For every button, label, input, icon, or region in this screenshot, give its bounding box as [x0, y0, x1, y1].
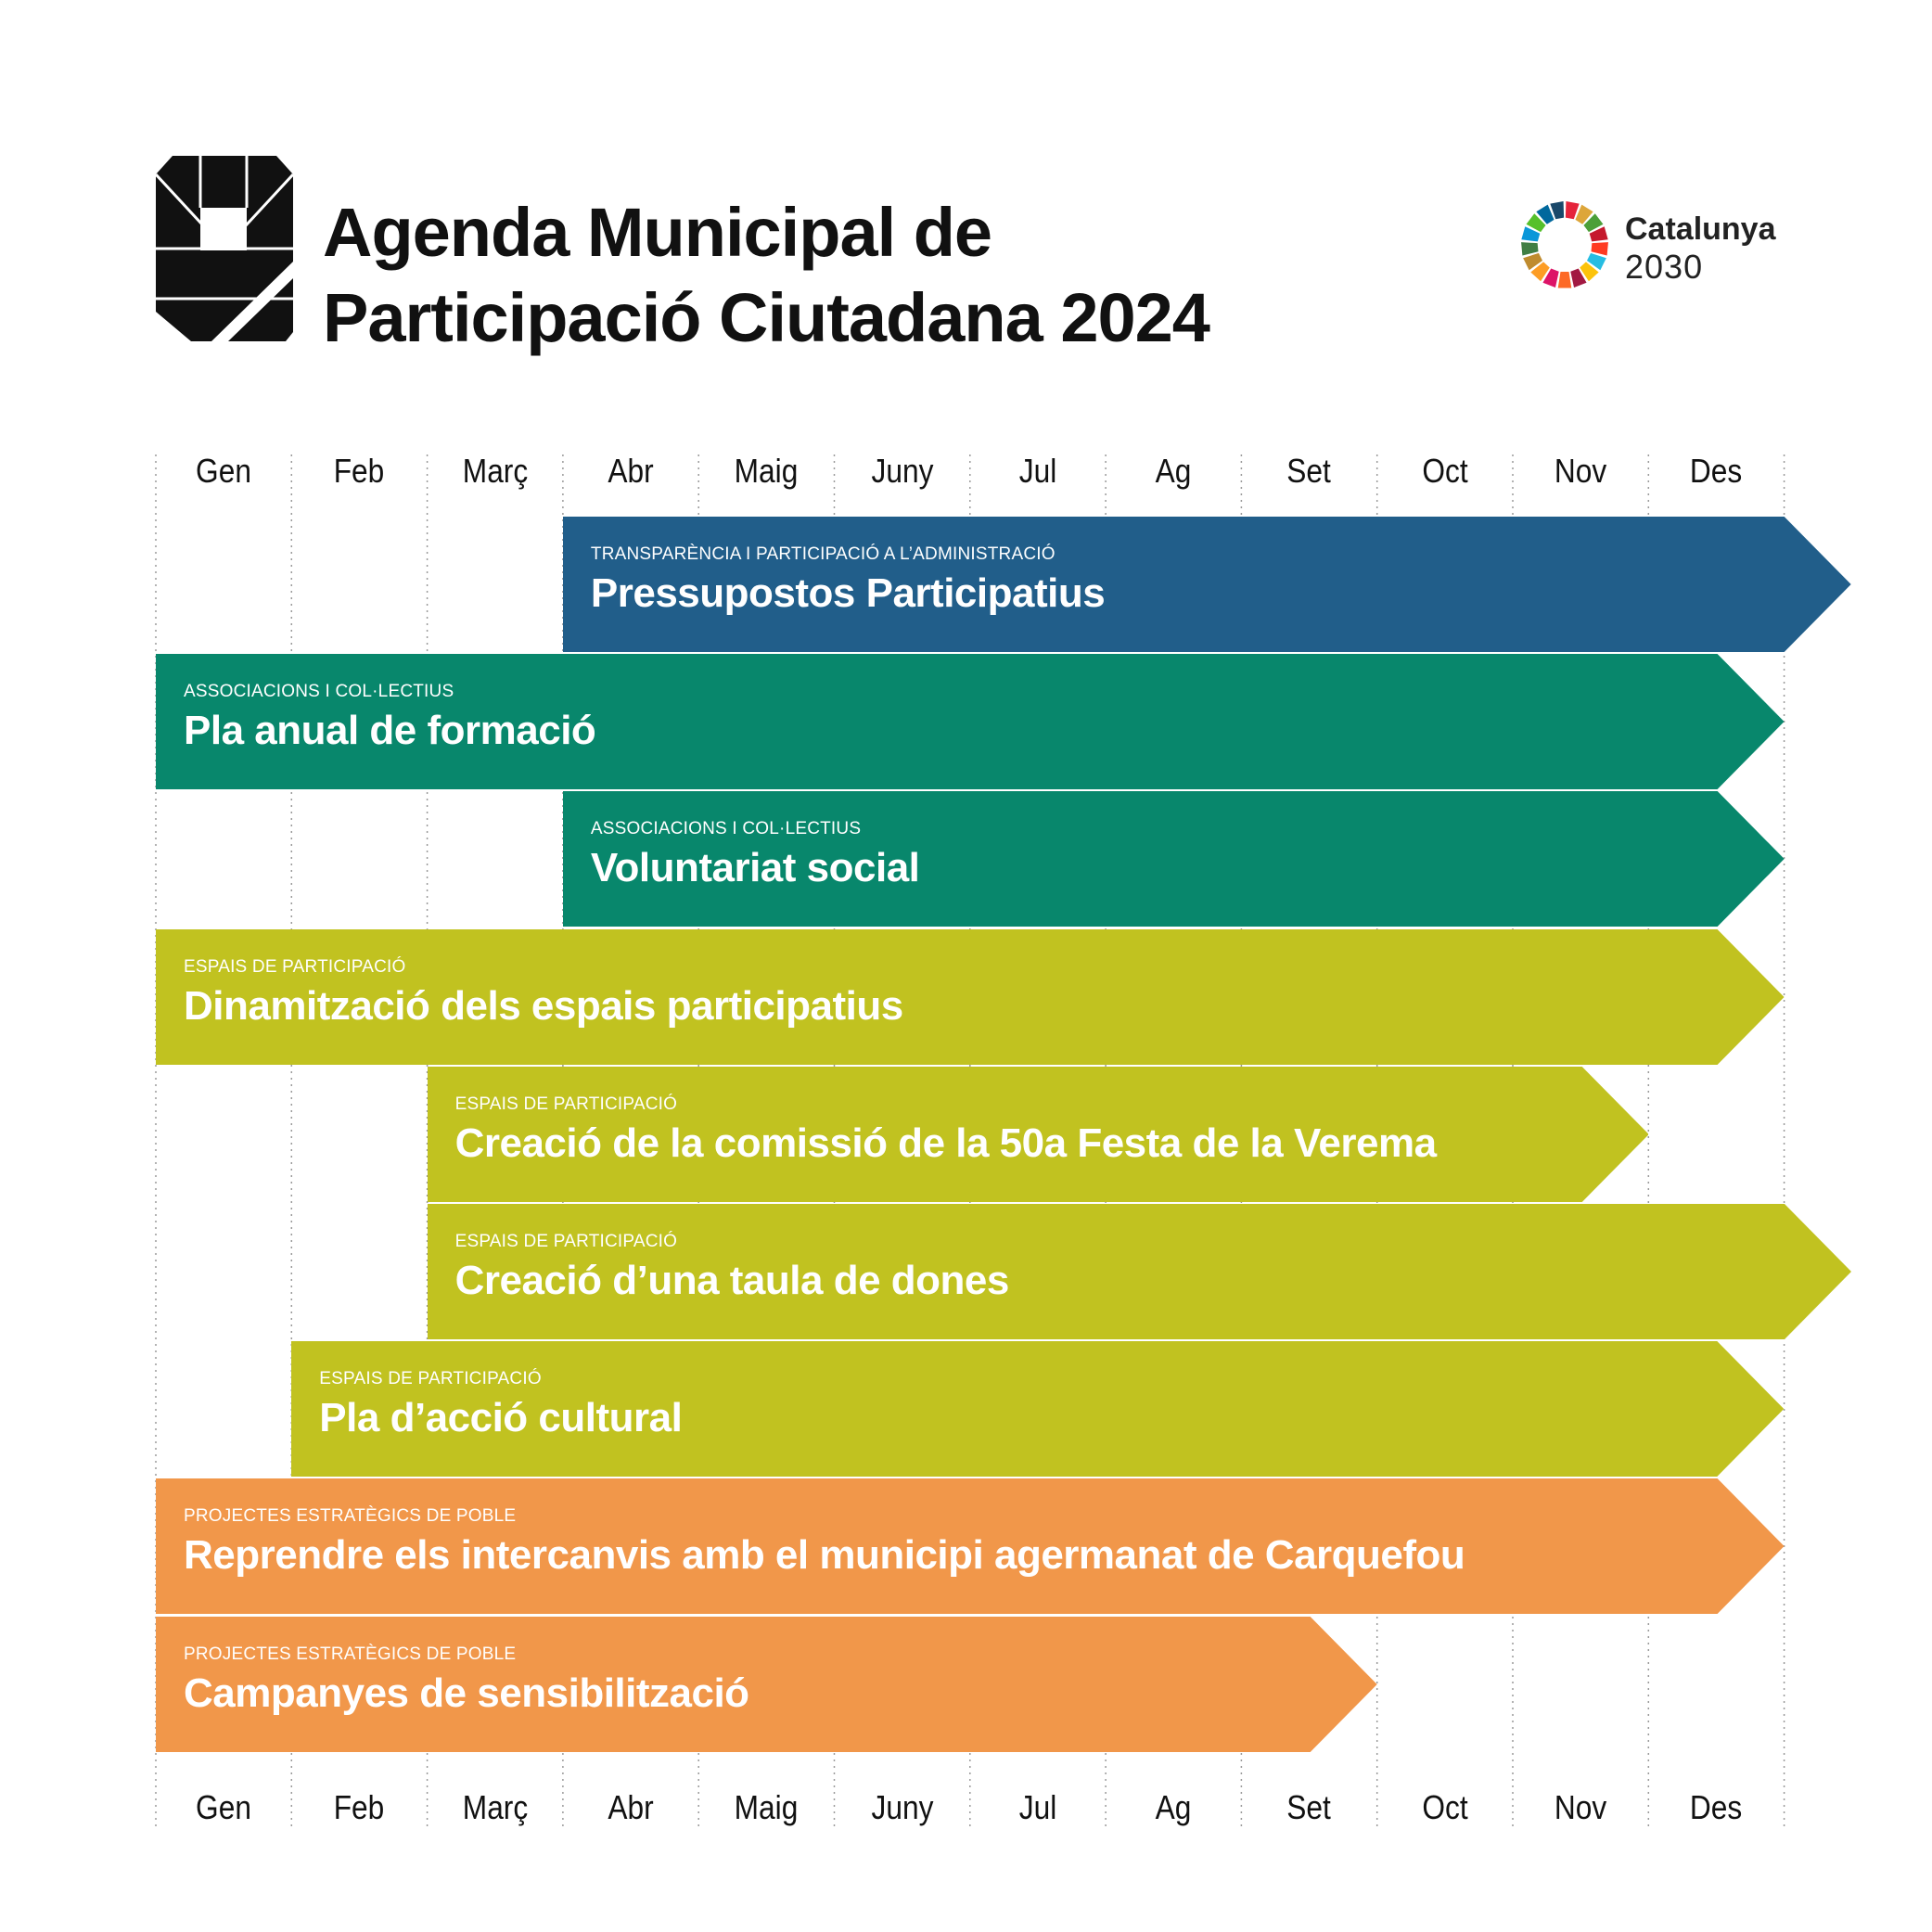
top-month-juny: Juny — [871, 452, 933, 490]
gantt-bar-category: ESPAIS DE PARTICIPACIÓ — [319, 1369, 542, 1389]
sdg-wheel-segment — [1591, 242, 1608, 256]
title-line-2: Participació Ciutadana 2024 — [323, 279, 1210, 356]
gantt-bar-title: Pla d’acció cultural — [319, 1395, 683, 1441]
brand-year: 2030 — [1625, 248, 1704, 286]
gantt-bar-arrow-shape — [156, 928, 1785, 1065]
top-month-nov: Nov — [1554, 452, 1607, 490]
sdg-wheel-segment — [1526, 213, 1546, 233]
top-month-abr: Abr — [608, 452, 654, 490]
catalunya-2030-logo: Catalunya 2030 — [1519, 199, 1798, 292]
gantt-bar-category: PROJECTES ESTRATÈGICS DE POBLE — [184, 1506, 517, 1527]
sdg-wheel-segment — [1589, 226, 1608, 242]
top-month-ag: Ag — [1155, 452, 1192, 490]
gantt-bar-title: Pla anual de formació — [184, 708, 596, 754]
sdg-wheel-segment — [1575, 204, 1593, 224]
gantt-bar[interactable]: ESPAIS DE PARTICIPACIÓ Pla d’acció cultur… — [291, 1341, 1785, 1478]
gantt-bar[interactable]: PROJECTES ESTRATÈGICS DE POBLE Campanyes … — [156, 1616, 1377, 1752]
page-title: Agenda Municipal de Participació Ciutada… — [323, 190, 1210, 361]
gantt-bar-title: Pressupostos Participatius — [590, 570, 1106, 616]
gantt-bar[interactable]: ASSOCIACIONS I COL·LECTIUS Voluntariat so… — [562, 791, 1785, 928]
gantt-bar-arrow-shape — [156, 1478, 1785, 1615]
gantt-bar[interactable]: ESPAIS DE PARTICIPACIÓ Dinamització dels … — [156, 928, 1785, 1065]
bottom-month-set: Set — [1286, 1788, 1332, 1826]
sdg-wheel-segment — [1557, 272, 1572, 288]
gantt-bar-category: PROJECTES ESTRATÈGICS DE POBLE — [184, 1644, 517, 1664]
bottom-month-oct: Oct — [1422, 1788, 1468, 1826]
bottom-month-feb: Feb — [333, 1788, 385, 1826]
gantt-bar[interactable]: ASSOCIACIONS I COL·LECTIUS Pla anual de f… — [156, 654, 1785, 790]
bottom-month-abr: Abr — [608, 1788, 654, 1826]
gantt-bar-arrow-shape — [562, 791, 1785, 928]
bottom-month-ag: Ag — [1155, 1788, 1192, 1826]
gantt-bar[interactable]: ESPAIS DE PARTICIPACIÓ Creació d’una taul… — [427, 1204, 1851, 1339]
bottom-month-des: Des — [1690, 1788, 1743, 1826]
top-month-març: Març — [462, 452, 528, 490]
sdg-wheel-segment — [1521, 226, 1541, 242]
gantt-bar-arrow-shape — [156, 1616, 1377, 1752]
gantt-bar-title: Dinamització dels espais participatius — [184, 982, 903, 1029]
sdg-wheel-segment — [1523, 252, 1543, 271]
gantt-bar-arrow-shape — [427, 1066, 1649, 1202]
sdg-wheel-segment — [1530, 262, 1550, 282]
gantt-bar-category: ASSOCIACIONS I COL·LECTIUS — [184, 682, 454, 702]
gantt-bar-category: ESPAIS DE PARTICIPACIÓ — [454, 1232, 678, 1251]
bottom-month-gen: Gen — [196, 1788, 251, 1826]
gantt-bar-arrow-shape — [427, 1204, 1851, 1339]
title-line-1: Agenda Municipal de — [323, 194, 992, 271]
gantt-bar-category: ESPAIS DE PARTICIPACIÓ — [184, 956, 406, 977]
gantt-bar-title: Creació d’una taula de dones — [454, 1258, 1010, 1303]
municipal-logo — [156, 156, 293, 341]
gantt-bar-title: Reprendre els intercanvis amb el municip… — [184, 1532, 1465, 1579]
gantt-bar-category: ASSOCIACIONS I COL·LECTIUS — [590, 819, 862, 839]
bottom-month-maig: Maig — [734, 1788, 799, 1826]
gantt-bar-category: ESPAIS DE PARTICIPACIÓ — [454, 1094, 678, 1114]
sdg-wheel-segment — [1580, 262, 1599, 282]
gantt-bar-title: Campanyes de sensibilització — [184, 1670, 749, 1716]
top-month-feb: Feb — [333, 452, 385, 490]
sdg-wheel-segment — [1542, 268, 1559, 288]
brand-name: Catalunya — [1625, 211, 1776, 247]
sdg-wheel-segment — [1536, 204, 1555, 224]
sdg-wheel-icon — [1521, 200, 1608, 288]
top-month-maig: Maig — [734, 452, 799, 490]
bottom-month-març: Març — [462, 1788, 528, 1826]
gantt-bar[interactable]: ESPAIS DE PARTICIPACIÓ Creació de la comi… — [427, 1066, 1649, 1202]
gantt-bar[interactable]: TRANSPARÈNCIA I PARTICIPACIÓ A L’ADMINIS… — [562, 517, 1851, 652]
sdg-wheel-segment — [1583, 213, 1604, 233]
sdg-wheel-segment — [1550, 200, 1565, 220]
top-month-gen: Gen — [196, 452, 251, 490]
top-month-oct: Oct — [1422, 452, 1468, 490]
sdg-wheel-segment — [1570, 268, 1587, 288]
top-month-jul: Jul — [1018, 452, 1057, 490]
gantt-bar[interactable]: PROJECTES ESTRATÈGICS DE POBLE Reprendre … — [156, 1478, 1785, 1615]
top-month-des: Des — [1690, 452, 1743, 490]
sdg-wheel-segment — [1565, 200, 1580, 220]
gantt-bar-arrow-shape — [562, 517, 1851, 652]
gantt-bar-title: Creació de la comissió de la 50a Festa d… — [454, 1120, 1437, 1166]
bottom-month-nov: Nov — [1554, 1788, 1607, 1826]
bottom-month-jul: Jul — [1018, 1788, 1057, 1826]
bottom-month-juny: Juny — [871, 1788, 933, 1826]
sdg-wheel-segment — [1586, 252, 1606, 271]
gantt-bar-title: Voluntariat social — [590, 845, 920, 891]
gantt-bar-arrow-shape — [291, 1341, 1785, 1478]
top-month-set: Set — [1286, 452, 1332, 490]
gantt-bar-category: TRANSPARÈNCIA I PARTICIPACIÓ A L’ADMINIS… — [590, 544, 1056, 564]
sdg-wheel-segment — [1521, 242, 1539, 256]
gantt-bar-arrow-shape — [156, 654, 1785, 790]
